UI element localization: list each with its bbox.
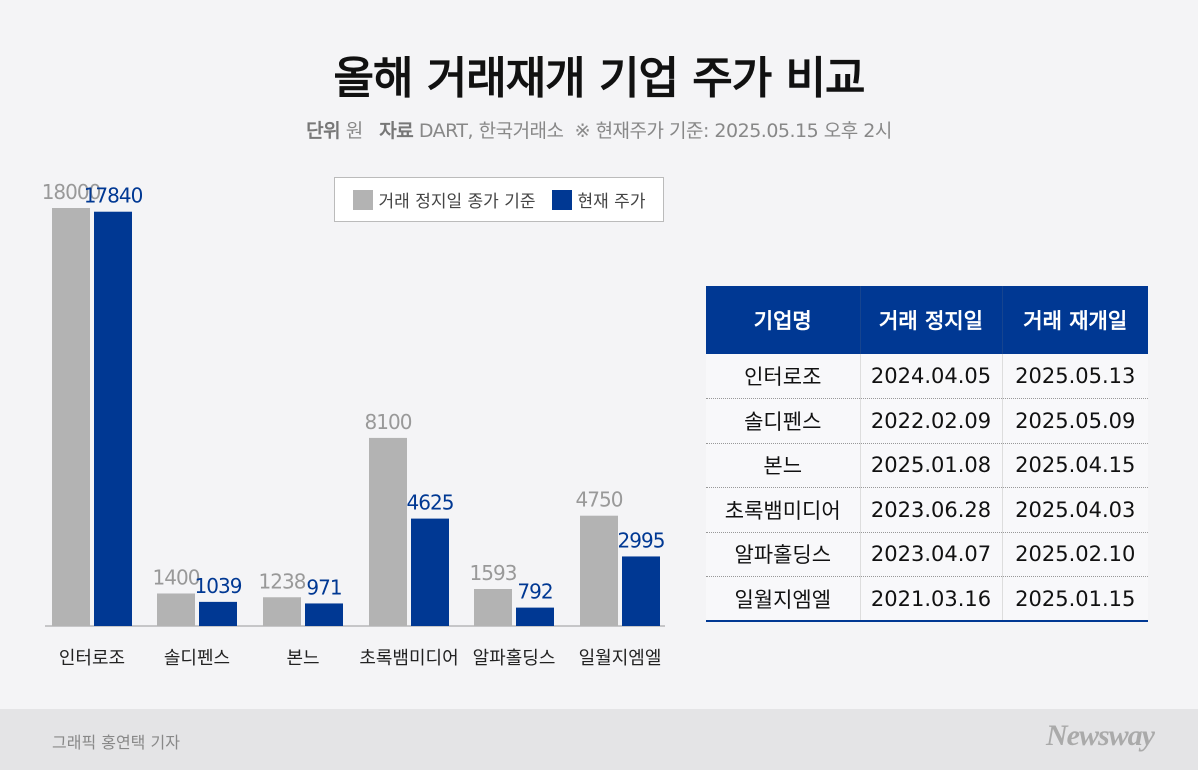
bar-before <box>580 515 618 626</box>
table-header: 기업명 <box>706 286 860 354</box>
table-cell: 본느 <box>706 443 860 488</box>
data-label: 2995 <box>618 528 665 552</box>
bar-current <box>516 607 554 626</box>
table-cell: 2025.05.13 <box>1001 354 1148 399</box>
data-label: 1039 <box>195 574 242 598</box>
subtitle: 단위 원 자료 DART, 한국거래소 ※ 현재주가 기준: 2025.05.1… <box>0 116 1198 143</box>
table-cell: 2023.04.07 <box>859 532 1002 577</box>
bar-current <box>411 518 449 626</box>
table-cell: 2025.04.15 <box>1001 443 1148 488</box>
data-label: 4750 <box>576 488 623 512</box>
table-cell: 2025.01.15 <box>1001 576 1148 622</box>
category-label: 본느 <box>286 648 319 669</box>
legend-swatch <box>352 190 373 210</box>
data-label: 18000 <box>42 180 101 204</box>
table-header: 거래 재개일 <box>1001 286 1148 354</box>
data-label: 17840 <box>84 184 143 208</box>
bar-current <box>199 601 237 626</box>
trading-dates-table: 기업명 거래 정지일 거래 재개일 인터로조 2024.04.05 2025.05.… <box>706 286 1148 622</box>
table-cell: 2025.04.03 <box>1001 487 1148 533</box>
bar-before <box>263 597 301 626</box>
footer: 그래픽 홍연택 기자 Newsway <box>0 709 1198 770</box>
table-row: 본느 2025.01.08 2025.04.15 <box>706 443 1148 488</box>
bar-before <box>369 437 407 626</box>
table-header: 거래 정지일 <box>859 286 1002 354</box>
category-label: 일월지엠엘 <box>579 648 662 669</box>
table-row: 알파홀딩스 2023.04.07 2025.02.10 <box>706 532 1148 577</box>
bar-current <box>622 556 660 626</box>
bar-before <box>474 589 512 626</box>
legend: 거래 정지일 종가 기준 현재 주가 <box>334 177 664 222</box>
legend-label: 현재 주가 <box>577 192 646 212</box>
table-cell: 2024.04.05 <box>859 354 1002 399</box>
legend-item-current: 현재 주가 <box>551 187 646 212</box>
unit-label: 단위 <box>306 120 341 142</box>
table-cell: 알파홀딩스 <box>706 532 860 577</box>
table-row: 초록뱀미디어 2023.06.28 2025.04.03 <box>706 487 1148 533</box>
bar-current <box>94 211 132 626</box>
credit: 그래픽 홍연택 기자 <box>52 733 180 752</box>
category-label: 초록뱀미디어 <box>359 648 458 669</box>
table-cell: 초록뱀미디어 <box>706 487 860 533</box>
table-row: 인터로조 2024.04.05 2025.05.13 <box>706 354 1148 399</box>
data-label: 1238 <box>259 569 306 593</box>
data-label: 971 <box>306 575 341 599</box>
table-row: 솔디펜스 2022.02.09 2025.05.09 <box>706 398 1148 444</box>
table-cell: 2022.02.09 <box>859 398 1002 444</box>
table-cell: 솔디펜스 <box>706 398 860 444</box>
table-cell: 일월지엠엘 <box>706 576 860 622</box>
table-row: 일월지엠엘 2021.03.16 2025.01.15 <box>706 576 1148 622</box>
table-cell: 2025.01.08 <box>859 443 1002 488</box>
table-cell: 2025.05.09 <box>1001 398 1148 444</box>
data-label: 4625 <box>407 491 454 515</box>
legend-item-before: 거래 정지일 종가 기준 <box>352 187 536 212</box>
data-label: 1400 <box>153 565 200 589</box>
unit: 원 <box>345 120 363 142</box>
bar-current <box>305 603 343 626</box>
data-label: 792 <box>517 580 552 604</box>
table-cell: 2025.02.10 <box>1001 532 1148 577</box>
table-cell: 2021.03.16 <box>859 576 1002 622</box>
data-label: 8100 <box>365 410 412 434</box>
bar-before <box>52 208 90 626</box>
page-title: 올해 거래재개 기업 주가 비교 <box>333 53 865 104</box>
source-label: 자료 <box>379 120 414 142</box>
category-label: 인터로조 <box>59 648 125 669</box>
table-cell: 인터로조 <box>706 354 860 399</box>
category-label: 솔디펜스 <box>164 648 230 669</box>
table-cell: 2023.06.28 <box>859 487 1002 533</box>
note: ※ 현재주가 기준: 2025.05.15 오후 2시 <box>574 120 893 142</box>
data-label: 1593 <box>470 561 517 585</box>
category-label: 알파홀딩스 <box>473 648 556 669</box>
newsway-logo: Newsway <box>1046 719 1155 752</box>
legend-label: 거래 정지일 종가 기준 <box>378 192 536 212</box>
source: DART, 한국거래소 <box>418 120 564 142</box>
bar-before <box>157 593 195 626</box>
legend-swatch <box>551 190 572 210</box>
